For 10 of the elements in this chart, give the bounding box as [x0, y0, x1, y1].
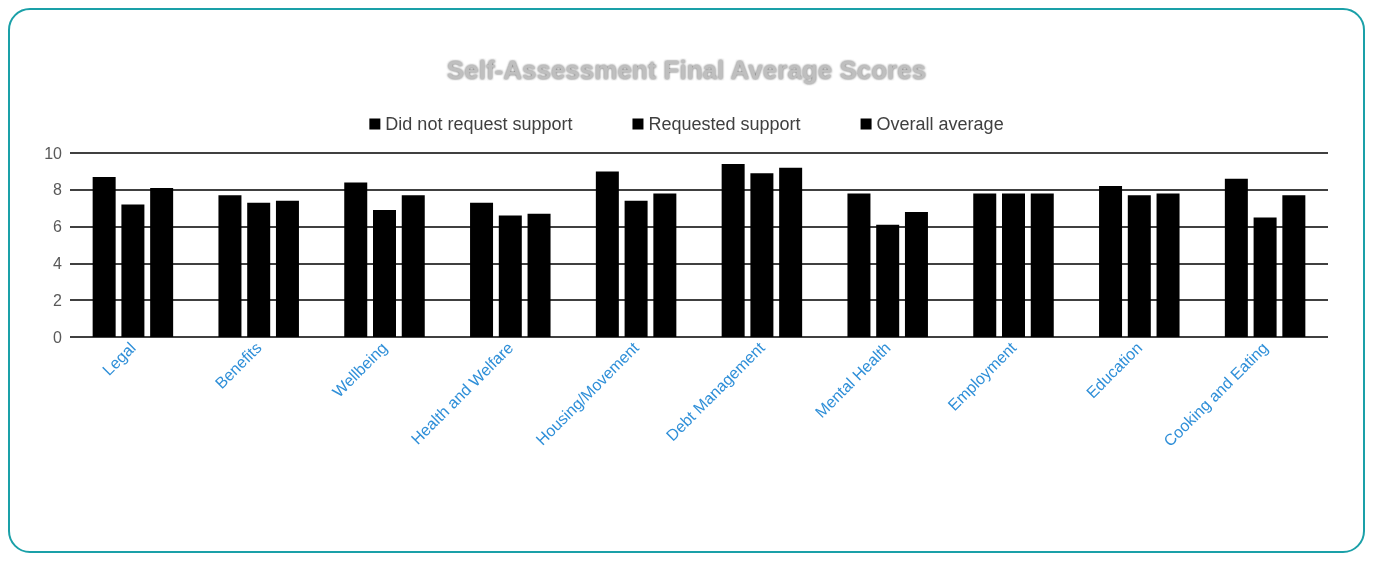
y-tick-label: 6: [53, 218, 63, 236]
y-tick-label: 4: [53, 254, 63, 272]
legend-label: Overall average: [876, 114, 1004, 134]
chart-title: Self-Assessment Final Average Scores: [446, 55, 927, 85]
y-tick-label: 8: [53, 181, 63, 199]
legend-label: Did not request support: [385, 114, 573, 134]
legend-label: Requested support: [648, 114, 801, 134]
y-tick-label: 0: [53, 328, 63, 346]
y-tick-label: 10: [44, 144, 63, 162]
y-tick-label: 2: [53, 291, 63, 309]
